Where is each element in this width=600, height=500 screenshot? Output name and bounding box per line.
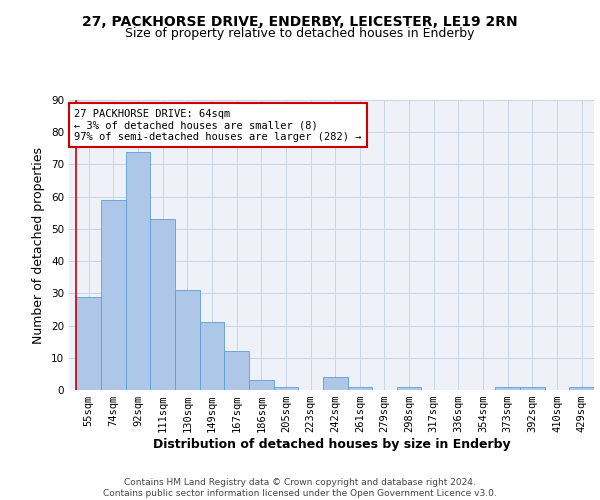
Bar <box>249 380 274 390</box>
Bar <box>200 322 224 390</box>
Bar <box>274 387 298 390</box>
Bar <box>347 387 372 390</box>
Text: Size of property relative to detached houses in Enderby: Size of property relative to detached ho… <box>125 28 475 40</box>
Text: 27, PACKHORSE DRIVE, ENDERBY, LEICESTER, LE19 2RN: 27, PACKHORSE DRIVE, ENDERBY, LEICESTER,… <box>82 15 518 29</box>
Bar <box>397 387 421 390</box>
Text: 27 PACKHORSE DRIVE: 64sqm
← 3% of detached houses are smaller (8)
97% of semi-de: 27 PACKHORSE DRIVE: 64sqm ← 3% of detach… <box>74 108 362 142</box>
Bar <box>125 152 151 390</box>
Bar <box>569 387 594 390</box>
Bar <box>151 219 175 390</box>
Bar <box>520 387 545 390</box>
Bar <box>175 290 200 390</box>
Bar <box>101 200 125 390</box>
Text: Contains HM Land Registry data © Crown copyright and database right 2024.
Contai: Contains HM Land Registry data © Crown c… <box>103 478 497 498</box>
Bar <box>323 377 347 390</box>
Bar <box>76 296 101 390</box>
Y-axis label: Number of detached properties: Number of detached properties <box>32 146 46 344</box>
X-axis label: Distribution of detached houses by size in Enderby: Distribution of detached houses by size … <box>152 438 511 451</box>
Bar <box>496 387 520 390</box>
Bar <box>224 352 249 390</box>
